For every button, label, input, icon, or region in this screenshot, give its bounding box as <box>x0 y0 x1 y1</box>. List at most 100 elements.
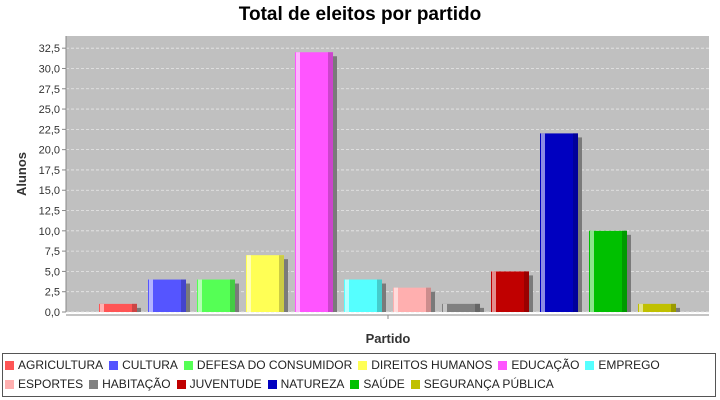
bar-body <box>295 52 333 313</box>
legend-label: NATUREZA <box>280 377 345 391</box>
legend-item: ESPORTES <box>5 375 83 394</box>
bar-highlight <box>443 303 447 312</box>
legend-item: NATUREZA <box>267 375 345 394</box>
bar-edge <box>181 279 186 312</box>
legend-label: ESPORTES <box>18 377 84 391</box>
legend-label: DEFESA DO CONSUMIDOR <box>196 358 353 372</box>
bar-body <box>393 287 431 312</box>
bar-body <box>491 271 529 312</box>
bar-highlight <box>149 279 153 312</box>
bar-body <box>344 279 382 312</box>
bar-edge <box>671 303 676 312</box>
bar-natureza <box>540 133 582 312</box>
bar-juventude <box>491 271 533 312</box>
bar-edge <box>230 279 235 312</box>
legend-swatch <box>358 361 368 370</box>
bar-body <box>197 279 235 312</box>
bar-edge <box>622 230 627 312</box>
legend-item: EDUCAÇÃO <box>498 356 579 375</box>
bar-highlight <box>590 230 594 312</box>
x-axis-label: Partido <box>366 331 411 346</box>
legend-label: HABITAÇÃO <box>102 377 171 391</box>
bar-highlight <box>492 271 496 312</box>
legend-item: DEFESA DO CONSUMIDOR <box>183 356 353 375</box>
y-tick-label: 0,0 <box>45 307 60 319</box>
bar-edge <box>573 133 578 312</box>
y-tick-label: 22,5 <box>39 124 60 136</box>
bar-seguran-a-p-blica <box>638 303 680 312</box>
bar-emprego <box>344 279 386 312</box>
chart-title: Total de eleitos por partido <box>238 4 482 25</box>
bar-edge <box>524 271 529 312</box>
y-tick-label: 10,0 <box>39 226 60 238</box>
bar-edge <box>328 52 333 313</box>
y-tick-label: 2,5 <box>45 287 60 299</box>
legend-swatch <box>183 361 193 370</box>
bar-highlight <box>198 279 202 312</box>
y-axis-ticks: 0,0 2,5 5,0 7,5 10,0 12,5 15,0 17,5 20,0 22,5 25,0… <box>39 43 66 319</box>
legend-item: JUVENTUDE <box>176 375 262 394</box>
bar-body <box>442 303 480 312</box>
y-axis-label: Alunos <box>14 152 29 196</box>
y-tick-label: 17,5 <box>39 165 60 177</box>
bar-body <box>246 255 284 312</box>
legend-label: AGRICULTURA <box>18 358 104 372</box>
legend-swatch <box>267 380 277 389</box>
legend-swatch <box>585 361 595 370</box>
legend-item: SEGURANÇA PÚBLICA <box>410 375 554 394</box>
bar-body <box>148 279 186 312</box>
legend-item: DIREITOS HUMANOS <box>358 356 492 375</box>
bar-body <box>540 133 578 312</box>
bar-highlight <box>247 255 251 312</box>
bar-edge <box>377 279 382 312</box>
legend-swatch <box>176 380 186 389</box>
y-tick-label: 12,5 <box>39 206 60 218</box>
legend-swatch <box>109 361 119 370</box>
grid-lines <box>66 47 709 313</box>
y-tick-label: 5,0 <box>45 266 60 278</box>
y-tick-label: 20,0 <box>39 145 60 157</box>
bar-agricultura <box>99 303 141 312</box>
bar-defesa-do-consumidor <box>197 279 239 312</box>
bar-body <box>99 303 137 312</box>
legend-swatch <box>89 380 99 389</box>
legend-label: CULTURA <box>122 358 178 372</box>
bar-highlight <box>296 52 300 313</box>
bar-highlight <box>345 279 349 312</box>
legend-swatch <box>410 380 420 389</box>
legend-item: HABITAÇÃO <box>89 375 171 394</box>
legend-label: SAÚDE <box>363 377 405 391</box>
bar-body <box>589 230 627 312</box>
y-tick-label: 15,0 <box>39 185 60 197</box>
legend-swatch <box>350 380 360 389</box>
bar-direitos-humanos <box>246 255 288 312</box>
bar-highlight <box>100 303 104 312</box>
bar-edge <box>279 255 284 312</box>
bar-edge <box>132 303 137 312</box>
legend-label: SEGURANÇA PÚBLICA <box>423 377 554 391</box>
legend-swatch <box>498 361 508 370</box>
y-tick-label: 32,5 <box>39 43 60 55</box>
bar-body <box>638 303 676 312</box>
y-tick-label: 27,5 <box>39 84 60 96</box>
legend-item: SAÚDE <box>350 375 405 394</box>
bar-cultura <box>148 279 190 312</box>
chart-area: 0,0 2,5 5,0 7,5 10,0 12,5 15,0 17,5 20,0 22,5 25,0… <box>14 36 709 346</box>
legend-item: AGRICULTURA <box>5 356 103 375</box>
bar-highlight <box>541 133 545 312</box>
bar-highlight <box>394 287 398 312</box>
legend-label: DIREITOS HUMANOS <box>371 358 493 372</box>
bar-habita-o <box>442 303 484 312</box>
legend-label: EDUCAÇÃO <box>511 358 580 372</box>
legend-swatch <box>5 361 14 370</box>
legend-label: JUVENTUDE <box>189 377 262 391</box>
y-tick-label: 7,5 <box>45 246 60 258</box>
bar-sa-de <box>589 230 631 312</box>
legend-item: EMPREGO <box>585 356 660 375</box>
legend-swatch <box>5 380 14 389</box>
legend: AGRICULTURA CULTURA DEFESA DO CONSUMIDOR DI… <box>2 353 716 397</box>
bar-highlight <box>639 303 643 312</box>
bar-educa-o <box>295 52 337 313</box>
bar-edge <box>475 303 480 312</box>
legend-item: CULTURA <box>109 356 178 375</box>
